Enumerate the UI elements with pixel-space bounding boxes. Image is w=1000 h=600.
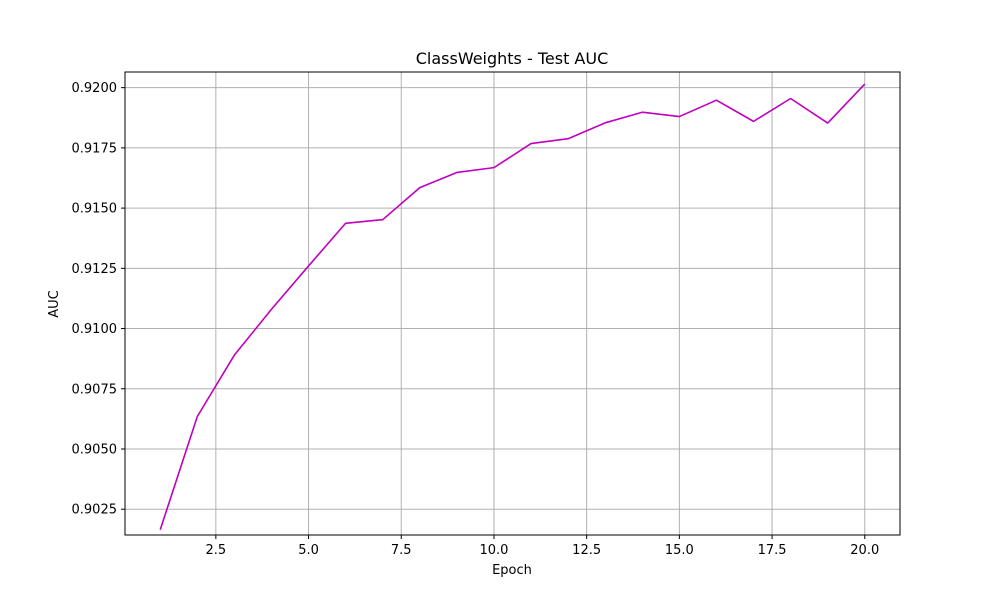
y-tick-label: 0.9075 (72, 382, 118, 397)
x-tick-label: 15.0 (665, 543, 694, 558)
y-tick-label: 0.9150 (72, 202, 118, 217)
y-axis: 0.9025 0.9050 0.9075 0.9100 0.9125 0.9150 0.91… (72, 81, 125, 518)
x-tick-label: 7.5 (391, 543, 412, 558)
x-axis-label: Epoch (492, 563, 532, 578)
x-tick-label: 5.0 (298, 543, 319, 558)
series-line (159, 83, 866, 530)
y-tick-label: 0.9100 (72, 322, 118, 337)
y-tick-label: 0.9175 (72, 141, 118, 156)
y-tick-label: 0.9025 (72, 503, 118, 518)
x-tick-label: 12.5 (572, 543, 601, 558)
y-axis-label: AUC (47, 290, 62, 318)
x-axis: 2.5 5.0 7.5 10.0 12.5 15.0 17.5 20.0 (206, 535, 879, 558)
x-tick-label: 17.5 (758, 543, 787, 558)
series-layer (159, 83, 866, 530)
x-tick-label: 20.0 (850, 543, 879, 558)
y-tick-label: 0.9050 (72, 443, 118, 458)
chart-title: ClassWeights - Test AUC (416, 49, 609, 68)
x-tick-label: 2.5 (206, 543, 227, 558)
plot-frame (124, 71, 901, 536)
grid (125, 72, 900, 535)
y-tick-label: 0.9125 (72, 262, 118, 277)
y-tick-label: 0.9200 (72, 81, 118, 96)
x-tick-label: 10.0 (479, 543, 508, 558)
